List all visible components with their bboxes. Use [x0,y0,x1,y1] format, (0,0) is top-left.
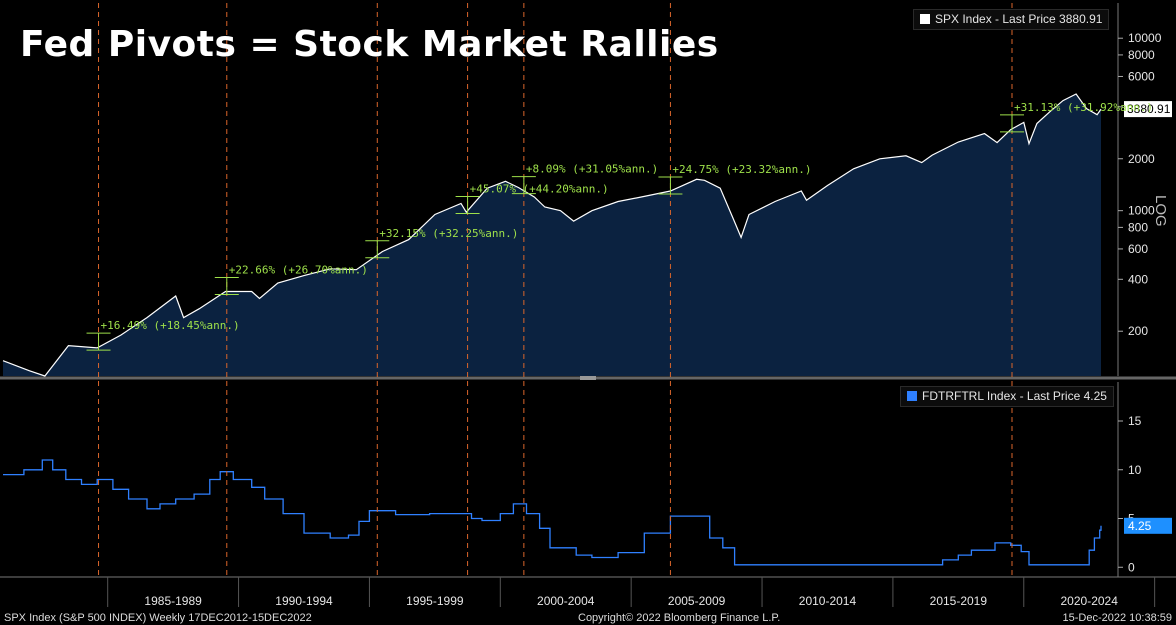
rally-annotation: +24.75% (+23.32%ann.) [672,163,811,176]
x-tick-label: 2015-2019 [930,594,988,608]
footer-center: Copyright© 2022 Bloomberg Finance L.P. [578,612,781,624]
x-tick-label: 2005-2009 [668,594,726,608]
footer-left: SPX Index (S&P 500 INDEX) Weekly 17DEC20… [4,612,312,624]
spx-legend-label: SPX Index - Last Price 3880.91 [935,12,1103,26]
spx-ytick-label: 400 [1128,272,1148,286]
panel-divider-handle [580,376,596,380]
spx-ytick-label: 800 [1128,220,1148,234]
chart-title: Fed Pivots = Stock Market Rallies [20,24,719,65]
rally-annotation: +31.13% (+31.92%ann.) [1014,101,1153,114]
spx-legend: SPX Index - Last Price 3880.91 [913,9,1110,30]
fed-ytick-label: 15 [1128,414,1142,428]
spx-line [2,93,1102,377]
spx-ytick-label: 10000 [1128,31,1162,45]
spx-ytick-label: 600 [1128,242,1148,256]
rally-annotation: +16.49% (+18.45%ann.) [101,319,240,332]
x-tick-label: 2020-2024 [1061,594,1119,608]
rally-annotation: +22.66% (+26.70%ann.) [229,263,368,276]
spx-ytick-label: 8000 [1128,48,1155,62]
spx-ytick-label: 2000 [1128,152,1155,166]
footer-right: 15-Dec-2022 10:38:59 [1062,612,1172,624]
fed-legend-label: FDTRFTRL Index - Last Price 4.25 [922,389,1107,403]
fed-last-price-text: 4.25 [1128,519,1152,533]
fed-ytick-label: 10 [1128,463,1142,477]
rally-annotation: +8.09% (+31.05%ann.) [526,163,658,176]
x-tick-label: 2000-2004 [537,594,595,608]
spx-legend-swatch [920,14,930,24]
x-tick-label: 1985-1989 [144,594,202,608]
fed-legend: FDTRFTRL Index - Last Price 4.25 [900,386,1114,407]
rally-annotation: +45.07% (+44.20%ann.) [470,182,609,195]
x-tick-label: 1990-1994 [275,594,333,608]
log-scale-label: LOG [1152,195,1169,227]
x-tick-label: 2010-2014 [799,594,857,608]
spx-last-price-text: 3880.91 [1127,102,1171,116]
fed-last-price-tag [1124,517,1172,534]
spx-ytick-label: 1000 [1128,204,1155,218]
spx-area [3,94,1101,376]
rally-annotation: +32.15% (+32.25%ann.) [379,227,518,240]
fed-legend-swatch [907,391,917,401]
spx-last-price-tag [1124,101,1172,118]
x-tick-label: 1995-1999 [406,594,464,608]
fed-ytick-label: 0 [1128,560,1135,574]
spx-ytick-label: 200 [1128,324,1148,338]
fed-funds-line [3,459,1102,566]
spx-ytick-label: 6000 [1128,69,1155,83]
